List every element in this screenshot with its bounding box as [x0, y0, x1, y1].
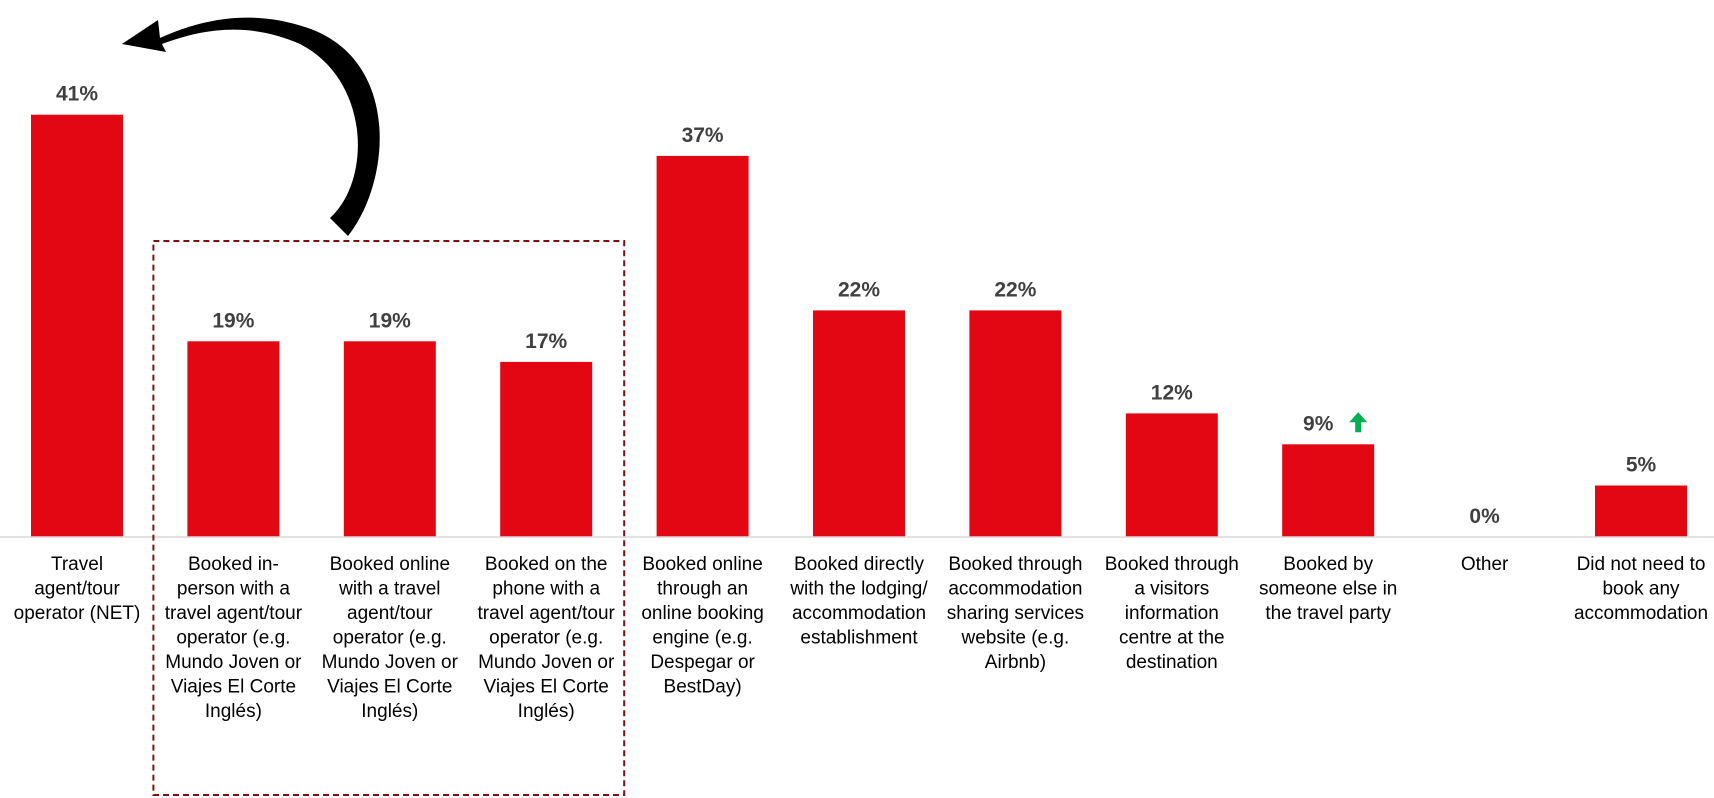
category-label: Booked by someone else in the travel party	[1259, 554, 1397, 624]
bar	[969, 310, 1062, 537]
bar	[31, 114, 123, 537]
value-label: 41%	[56, 83, 98, 106]
category-labels-layer: Travel agent/tour operator (NET) Booked in-…	[14, 554, 1708, 722]
category-label: Booked online through an online booking eng…	[641, 554, 764, 698]
bar	[343, 341, 436, 537]
category-label: Booked on the phone with a travel agent/to…	[478, 554, 616, 722]
up-arrow-icon	[1349, 412, 1368, 433]
value-label: 9%	[1303, 412, 1334, 435]
value-label: 17%	[525, 330, 567, 353]
value-label: 22%	[994, 278, 1036, 301]
value-labels-layer: 41% 19% 19% 17% 37% 22% 22% 12% 9% 0% 5%	[56, 83, 1657, 528]
category-label: Booked directly with the lodging/accommod…	[789, 554, 928, 649]
category-label: Other	[1461, 554, 1509, 575]
category-label: Booked in-person with a travel agent/tour…	[165, 554, 303, 722]
category-label: Travel agent/tour operator (NET)	[14, 554, 141, 624]
bar	[1125, 413, 1218, 537]
value-label: 0%	[1469, 505, 1500, 528]
bar	[500, 361, 593, 537]
category-label: Booked through accommodation sharing servi…	[947, 554, 1084, 673]
category-label: Booked through a visitors information centr…	[1105, 554, 1239, 673]
bars-layer	[31, 114, 1687, 537]
highlight-group-box	[152, 240, 626, 796]
value-label: 5%	[1626, 454, 1657, 477]
value-label: 22%	[838, 278, 880, 301]
category-label: Did not need to book any accommodation	[1574, 554, 1708, 624]
category-label: Booked online with a travel agent/tour oper…	[322, 554, 459, 722]
bar	[656, 155, 749, 537]
value-label: 19%	[212, 309, 254, 332]
value-label: 37%	[682, 124, 724, 147]
value-label: 12%	[1151, 381, 1193, 404]
curved-arrow-icon	[122, 17, 380, 236]
bar	[1282, 444, 1375, 537]
bar	[813, 310, 905, 537]
bar	[187, 341, 280, 537]
value-label: 19%	[369, 309, 411, 332]
bar	[1595, 485, 1687, 537]
